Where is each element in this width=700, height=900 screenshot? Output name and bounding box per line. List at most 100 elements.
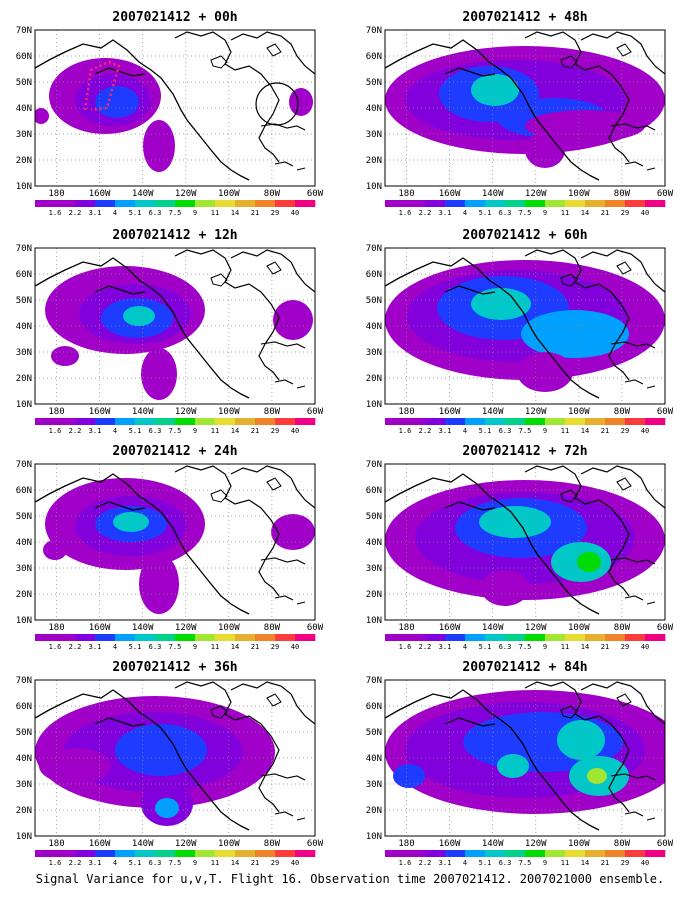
latitude-tick-label: 40N — [366, 322, 382, 332]
longitude-tick-label: 120W — [175, 839, 197, 849]
colorbar-label: 21 — [251, 427, 259, 435]
latitude-tick-label: 40N — [366, 104, 382, 114]
latitude-tick-label: 60N — [366, 702, 382, 712]
colorbar-swatch — [485, 850, 506, 857]
latitude-tick-label: 40N — [16, 104, 32, 114]
colorbar-swatch — [625, 850, 646, 857]
colorbar-label: 29 — [621, 643, 629, 651]
colorbar-label: 5.1 — [129, 427, 142, 435]
colorbar-label: 6.3 — [499, 859, 512, 867]
latitude-tick-label: 10N — [366, 182, 382, 192]
longitude-tick-label: 160W — [439, 407, 461, 417]
map-panel: 2007021412 + 60h 10N 20N 30N 40N 50N 60N 70N 180… — [366, 228, 674, 435]
colorbar-swatch — [215, 850, 236, 857]
colorbar-swatch — [135, 634, 156, 641]
longitude-tick-label: 60W — [657, 623, 674, 633]
map-frame — [34, 29, 316, 187]
colorbar-swatch — [425, 200, 446, 207]
variance-contour — [525, 132, 565, 168]
colorbar-label: 5.1 — [479, 859, 492, 867]
colorbar-swatch — [545, 850, 566, 857]
colorbar-swatch — [585, 418, 606, 425]
longitude-tick-label: 100W — [568, 407, 590, 417]
colorbar-swatch — [445, 200, 466, 207]
variance-contour — [479, 506, 551, 538]
colorbar: 1.6 2.2 3.1 4 5.1 6.3 7.5 9 11 14 21 29 40 — [35, 634, 316, 651]
colorbar-label: 29 — [271, 859, 279, 867]
latitude-tick-label: 70N — [366, 244, 382, 254]
colorbar-label: 40 — [641, 209, 649, 217]
latitude-tick-label: 20N — [366, 156, 382, 166]
colorbar-label: 1.6 — [49, 643, 62, 651]
variance-contour — [271, 514, 315, 550]
variance-contour — [393, 764, 425, 788]
colorbar-swatch — [215, 418, 236, 425]
colorbar-label: 21 — [601, 427, 609, 435]
colorbar-swatch — [565, 850, 586, 857]
longitude-tick-label: 160W — [89, 189, 111, 199]
latitude-tick-label: 30N — [366, 130, 382, 140]
colorbar-label: 11 — [561, 427, 569, 435]
longitude-tick-label: 60W — [307, 189, 324, 199]
colorbar-swatch — [385, 634, 406, 641]
longitude-tick-label: 140W — [132, 407, 154, 417]
latitude-tick-label: 60N — [16, 270, 32, 280]
colorbar-label: 9 — [193, 643, 197, 651]
colorbar-label: 11 — [211, 427, 219, 435]
colorbar-swatch — [625, 634, 646, 641]
colorbar-swatch — [465, 200, 486, 207]
colorbar-swatch — [425, 418, 446, 425]
colorbar: 1.6 2.2 3.1 4 5.1 6.3 7.5 9 11 14 21 29 40 — [35, 200, 316, 217]
colorbar-label: 11 — [211, 643, 219, 651]
colorbar-label: 7.5 — [169, 427, 182, 435]
colorbar-label: 21 — [601, 643, 609, 651]
colorbar-label: 4 — [463, 209, 467, 217]
longitude-tick-label: 160W — [89, 839, 111, 849]
longitude-tick-label: 60W — [657, 189, 674, 199]
panel-title: 2007021412 + 24h — [112, 444, 237, 459]
colorbar-swatch — [525, 200, 546, 207]
colorbar-label: 6.3 — [499, 427, 512, 435]
longitude-tick-label: 100W — [218, 407, 240, 417]
colorbar-label: 11 — [211, 209, 219, 217]
longitude-tick-label: 140W — [132, 189, 154, 199]
latitude-tick-label: 50N — [366, 512, 382, 522]
colorbar-swatch — [545, 200, 566, 207]
colorbar-label: 9 — [543, 427, 547, 435]
colorbar-swatch — [135, 850, 156, 857]
colorbar-label: 2.2 — [69, 643, 82, 651]
longitude-tick-label: 180 — [398, 623, 414, 633]
colorbar-swatch — [405, 418, 426, 425]
colorbar-swatch — [445, 850, 466, 857]
longitude-tick-label: 160W — [439, 189, 461, 199]
colorbar-swatch — [505, 634, 526, 641]
map-frame — [384, 247, 666, 405]
colorbar-swatch — [55, 418, 76, 425]
latitude-tick-label: 10N — [366, 400, 382, 410]
colorbar-label: 11 — [561, 859, 569, 867]
colorbar-label: 6.3 — [149, 209, 162, 217]
colorbar-label: 40 — [641, 859, 649, 867]
colorbar-label: 29 — [621, 859, 629, 867]
latitude-tick-label: 10N — [16, 616, 32, 626]
colorbar: 1.6 2.2 3.1 4 5.1 6.3 7.5 9 11 14 21 29 40 — [385, 634, 666, 651]
colorbar-label: 21 — [601, 859, 609, 867]
longitude-tick-label: 180 — [398, 189, 414, 199]
latitude-tick-label: 70N — [16, 460, 32, 470]
colorbar-swatch — [235, 850, 256, 857]
colorbar-swatch — [295, 634, 316, 641]
longitude-tick-label: 80W — [614, 623, 631, 633]
colorbar-label: 3.1 — [89, 209, 102, 217]
colorbar-label: 29 — [621, 427, 629, 435]
colorbar-label: 14 — [581, 859, 589, 867]
colorbar-label: 1.6 — [49, 859, 62, 867]
longitude-tick-label: 180 — [48, 189, 64, 199]
colorbar-swatch — [175, 418, 196, 425]
flight-track — [83, 60, 121, 112]
colorbar-swatch — [195, 850, 216, 857]
colorbar-swatch — [585, 850, 606, 857]
colorbar-swatch — [55, 634, 76, 641]
latitude-tick-label: 30N — [366, 348, 382, 358]
colorbar-label: 9 — [193, 859, 197, 867]
colorbar-swatch — [115, 200, 136, 207]
